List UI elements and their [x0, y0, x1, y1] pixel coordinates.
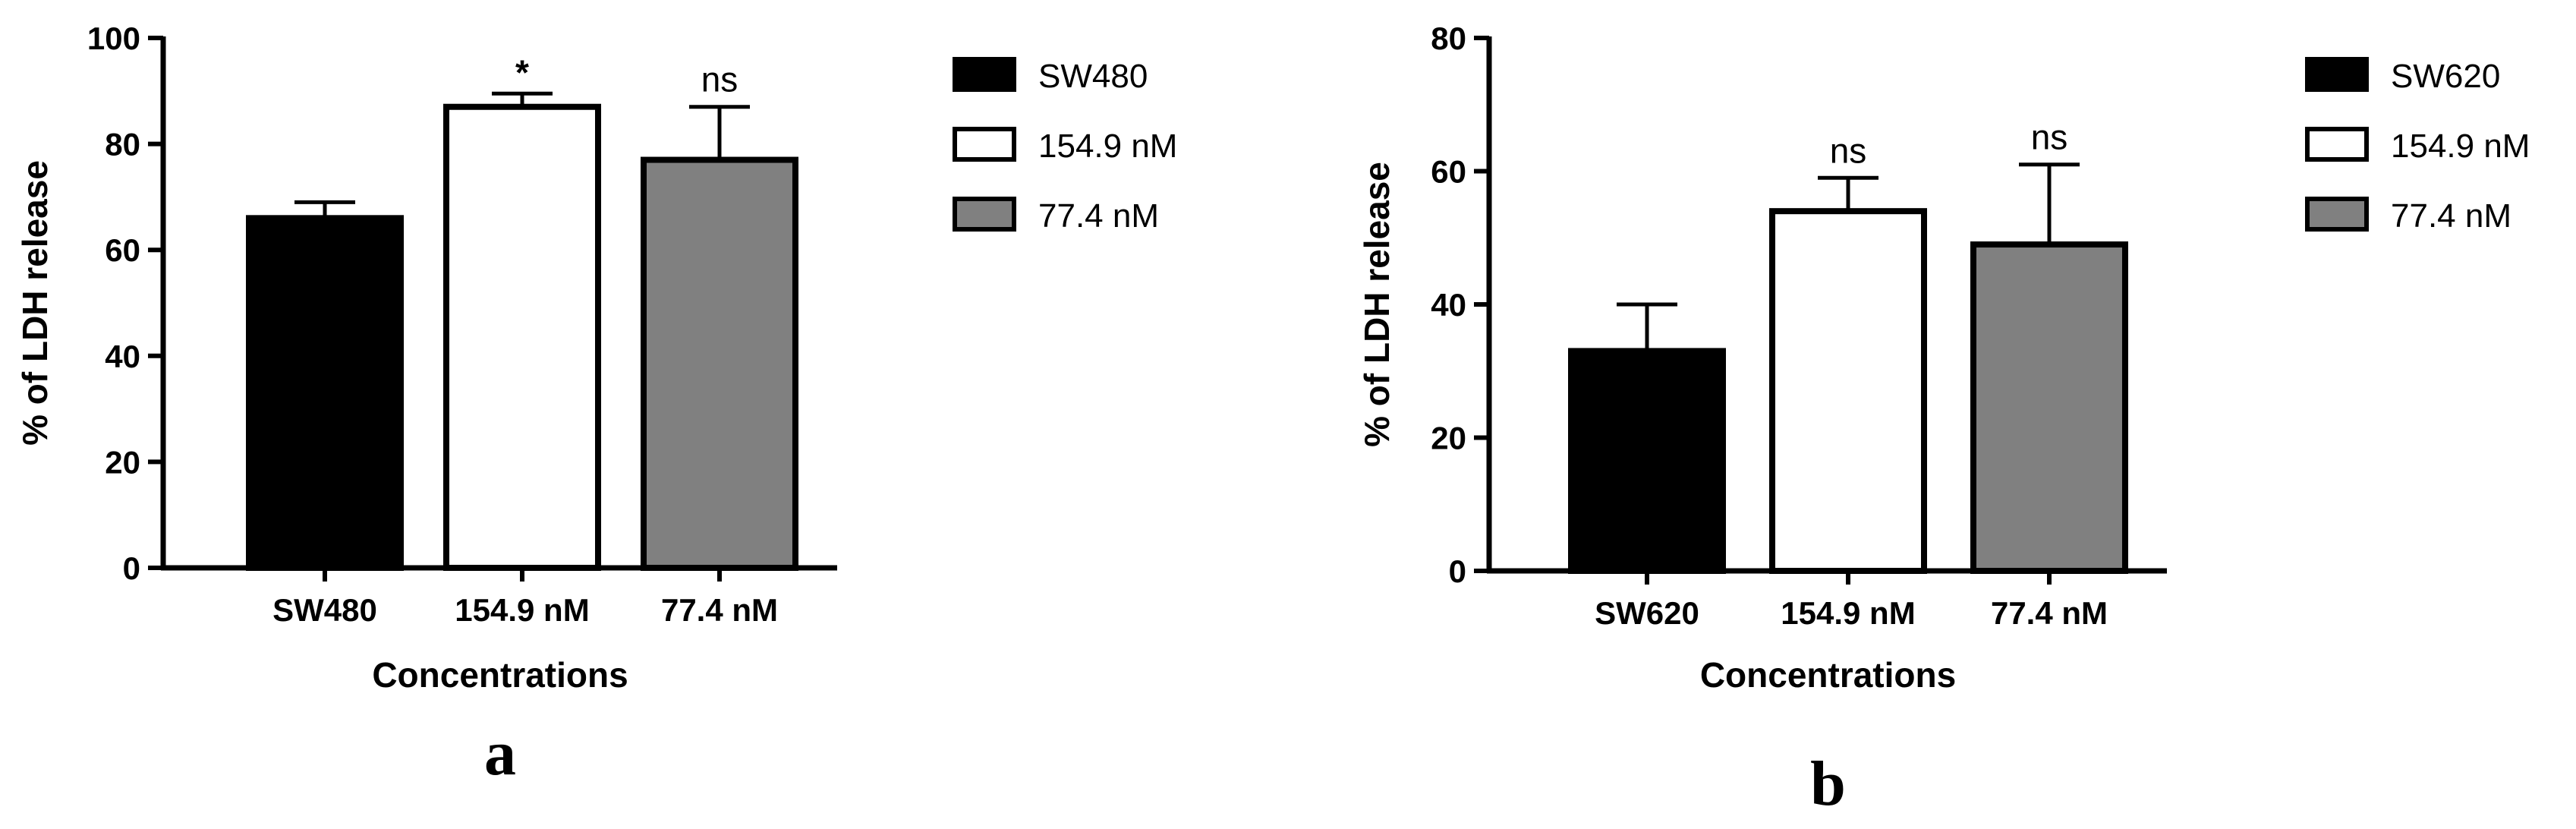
- y-tick-label: 40: [1431, 287, 1466, 323]
- chart-panel-b: 0 20 40 60 80 SW620 154.9 nM ns 77.4 nM ns % of LD…: [1357, 20, 2530, 819]
- legend-swatch-2: [2305, 197, 2369, 232]
- x-tick-label: SW480: [272, 592, 377, 628]
- y-tick-label: 60: [105, 232, 140, 268]
- bar-2: [641, 156, 798, 572]
- y-tick-label: 60: [1431, 154, 1466, 190]
- bar-0: [1568, 348, 1726, 574]
- panel-label: b: [1810, 749, 1846, 819]
- y-tick-label: 40: [105, 339, 140, 374]
- legend-label-1: 154.9 nM: [1038, 128, 1177, 165]
- y-tick-label: 80: [105, 127, 140, 162]
- x-tick-label: SW620: [1595, 595, 1699, 631]
- legend-swatch-0: [2305, 57, 2369, 92]
- y-axis-title: % of LDH release: [15, 160, 55, 446]
- x-axis-title: Concentrations: [1700, 655, 1956, 695]
- bar-1: [1769, 208, 1927, 574]
- significance-label: ns: [1830, 131, 1867, 170]
- legend-swatch-0: [953, 57, 1016, 92]
- significance-label: *: [515, 52, 529, 92]
- y-tick-label: 0: [1449, 553, 1466, 589]
- legend-swatch-1: [953, 127, 1016, 162]
- y-tick-label: 20: [105, 444, 140, 480]
- x-tick-label: 77.4 nM: [661, 592, 778, 628]
- y-tick-label: 20: [1431, 421, 1466, 456]
- bar-2: [1970, 241, 2128, 574]
- legend-swatch-1: [2305, 127, 2369, 162]
- legend-label-0: SW480: [1038, 58, 1148, 95]
- x-tick-label: 77.4 nM: [1991, 595, 2108, 631]
- legend-label-0: SW620: [2391, 58, 2500, 95]
- legend-swatch-2: [953, 197, 1016, 232]
- y-tick-label: 0: [123, 550, 140, 586]
- significance-label: ns: [2031, 118, 2068, 157]
- y-tick-label: 80: [1431, 20, 1466, 56]
- x-axis-title: Concentrations: [372, 655, 628, 695]
- panel-label: a: [484, 718, 516, 789]
- bar-1: [443, 103, 601, 572]
- significance-label: ns: [701, 60, 738, 99]
- chart-panel-a: 0 20 40 60 80 100 SW480 154.9 nM * 77.4 nM ns % of …: [15, 20, 1177, 789]
- y-axis-title: % of LDH release: [1357, 162, 1397, 447]
- y-tick-label: 100: [87, 20, 140, 56]
- x-tick-label: 154.9 nM: [1781, 595, 1915, 631]
- legend-label-2: 77.4 nM: [2391, 197, 2511, 235]
- legend-label-2: 77.4 nM: [1038, 197, 1159, 235]
- legend-label-1: 154.9 nM: [2391, 128, 2530, 165]
- bar-0: [246, 215, 404, 571]
- x-tick-label: 154.9 nM: [455, 592, 589, 628]
